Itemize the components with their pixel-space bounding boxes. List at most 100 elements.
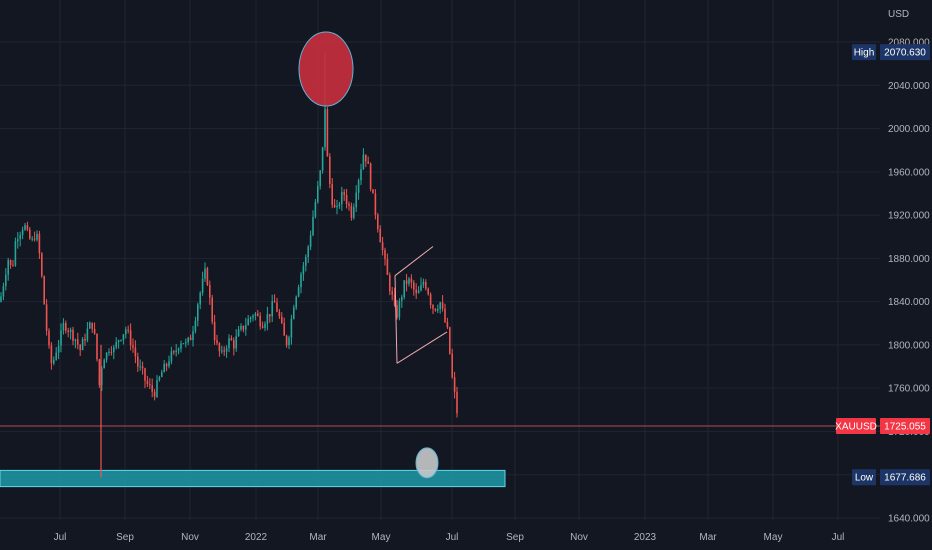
candle-body	[389, 274, 391, 292]
candle-body	[417, 290, 420, 294]
x-tick-label: 2022	[245, 532, 268, 543]
candle-body	[317, 186, 319, 203]
top-circle-marker	[298, 31, 354, 107]
high-price-badge-value-bg	[880, 44, 930, 61]
y-tick-label: 1840.000	[888, 297, 930, 308]
candle-body	[345, 194, 348, 205]
candle-body	[86, 328, 89, 341]
candle-body	[168, 361, 170, 367]
candle-body	[264, 323, 266, 328]
candle-body	[65, 323, 67, 331]
candle-body	[257, 313, 259, 316]
candle-body	[422, 281, 425, 286]
candle-body	[2, 286, 5, 297]
y-tick-label: 1640.000	[888, 514, 930, 525]
candle-body	[336, 205, 338, 208]
candle-body	[456, 391, 458, 414]
candle-body	[117, 340, 120, 343]
candle-body	[98, 359, 101, 386]
high-price-badge-label: High	[854, 48, 875, 59]
candle-body	[453, 377, 456, 392]
candle-body	[449, 327, 451, 354]
x-tick-label: Sep	[116, 532, 134, 543]
candle-body	[38, 233, 41, 254]
candle-body	[103, 359, 105, 369]
candle-body	[269, 314, 271, 317]
candle-body	[108, 351, 110, 353]
candle-body	[396, 305, 398, 318]
candle-body	[91, 322, 93, 329]
candle-body	[360, 169, 362, 181]
candle-body	[278, 311, 281, 317]
candle-body	[77, 339, 79, 345]
candle-body	[273, 301, 276, 303]
candle-body	[156, 380, 158, 397]
low-price-badge-value-bg	[880, 469, 930, 486]
candle-body	[276, 302, 278, 312]
y-tick-label: 1880.000	[888, 254, 930, 265]
low-price-badge-value: 1677.686	[884, 473, 926, 484]
candle-body	[69, 329, 72, 333]
x-tick-label: May	[372, 532, 391, 543]
candle-body	[158, 377, 161, 381]
candle-body	[425, 281, 427, 289]
candle-body	[321, 147, 324, 171]
candle-body	[31, 238, 33, 240]
candle-body	[218, 343, 221, 352]
candle-body	[372, 189, 374, 194]
candle-body	[74, 339, 77, 341]
candle-body	[233, 340, 235, 349]
candle-body	[134, 347, 137, 357]
candle-body	[122, 334, 125, 340]
candle-body	[237, 329, 240, 337]
candle-body	[338, 204, 341, 206]
candle-body	[343, 192, 345, 195]
x-tick-label: May	[764, 532, 783, 543]
candle-body	[43, 276, 45, 305]
candle-body	[187, 337, 189, 343]
candle-body	[7, 259, 9, 275]
candle-body	[295, 296, 297, 308]
x-tick-label: Jul	[54, 532, 67, 543]
candle-body	[245, 325, 247, 330]
candle-body	[429, 294, 432, 305]
currency-label: USD	[888, 9, 909, 20]
candle-body	[261, 326, 264, 328]
y-tick-label: 1760.000	[888, 384, 930, 395]
candle-body	[185, 342, 187, 344]
candle-body	[72, 329, 74, 341]
candle-body	[201, 278, 204, 293]
candle-body	[153, 391, 156, 397]
candle-body	[180, 343, 182, 349]
candle-body	[206, 268, 209, 286]
candle-body	[144, 368, 146, 381]
candle-body	[137, 356, 139, 367]
candle-body	[348, 204, 350, 207]
x-tick-label: Mar	[699, 532, 717, 543]
candle-body	[84, 338, 86, 341]
candle-body	[50, 345, 53, 364]
candle-body	[309, 235, 312, 247]
candle-body	[5, 274, 7, 287]
last-price-badge-value: 1725.055	[884, 421, 926, 432]
candle-body	[161, 372, 163, 378]
candle-body	[252, 315, 254, 318]
channel-line	[394, 246, 434, 277]
x-tick-label: Mar	[309, 532, 327, 543]
candle-body	[223, 350, 225, 352]
candle-body	[101, 368, 103, 386]
candle-body	[439, 302, 441, 309]
candle-body	[79, 344, 81, 351]
candle-body	[139, 366, 141, 368]
candle-body	[379, 228, 381, 243]
x-tick-label: Jul	[446, 532, 459, 543]
candle-body	[381, 242, 384, 251]
candle-body	[235, 336, 237, 349]
candle-body	[300, 274, 302, 288]
candle-body	[427, 288, 429, 295]
candle-body	[175, 350, 177, 353]
candle-body	[221, 350, 223, 352]
candle-body	[441, 302, 444, 309]
